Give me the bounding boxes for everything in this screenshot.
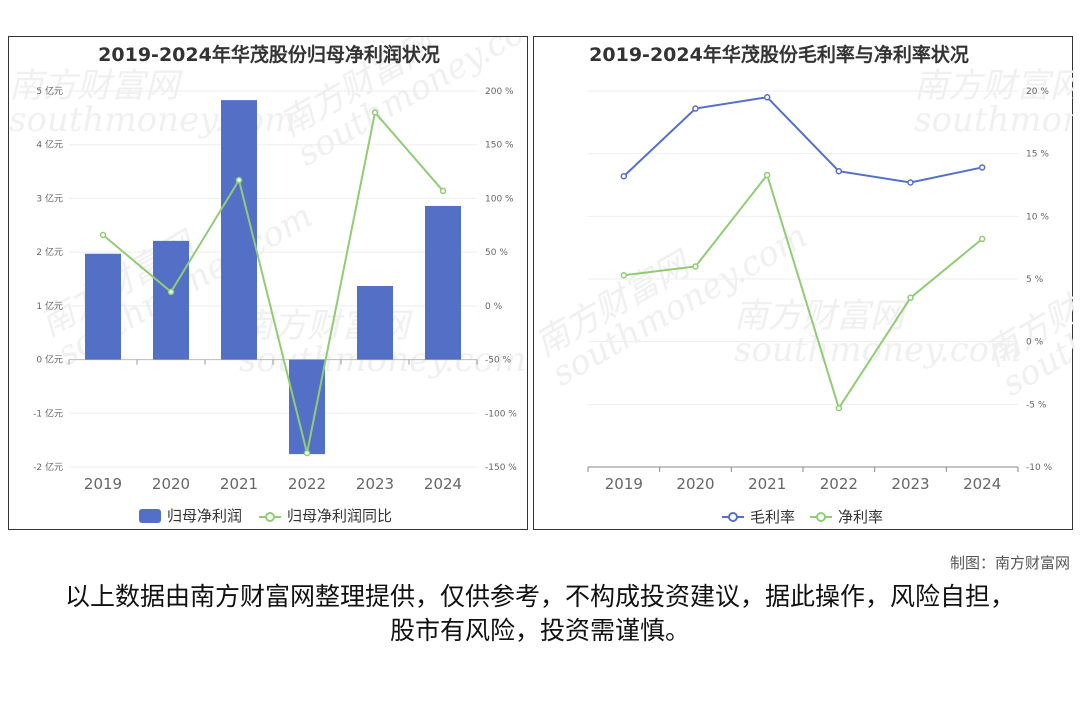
point-0-2019 [620, 172, 628, 180]
legend-label-0[interactable]: 毛利率 [750, 508, 795, 526]
x-tick-label: 2023 [356, 475, 394, 493]
point-0-2021 [763, 94, 771, 101]
point-0-2024 [978, 164, 986, 171]
y-tick-right: -5 % [1026, 400, 1047, 410]
y-tick-left: 1 亿元 [36, 300, 63, 312]
series-line-1 [623, 172, 983, 411]
point-0-2022 [835, 167, 843, 175]
y-tick-left: -1 亿元 [33, 407, 63, 419]
legend-label-1[interactable]: 净利率 [838, 508, 883, 526]
legend-marker-1 [816, 512, 826, 522]
point-1-2023 [907, 294, 914, 302]
disclaimer-text: 以上数据由南方财富网整理提供，仅供参考，不构成投资建议，据此操作，风险自担，股市… [64, 582, 1015, 645]
point-1-2019 [620, 271, 628, 279]
series-line-0 [623, 96, 983, 184]
y-tick-right: 50 % [485, 248, 508, 258]
point-yoy-2022 [303, 449, 311, 457]
y-tick-left: 2 亿元 [36, 246, 63, 258]
watermark-en: southmoney.com [914, 100, 1074, 140]
x-tick-label: 2019 [84, 475, 122, 493]
y-tick-left: 0 亿元 [36, 354, 63, 366]
x-tick-label: 2021 [220, 475, 258, 493]
x-tick-label: 2023 [891, 475, 929, 493]
y-tick-right: -10 % [1026, 463, 1053, 473]
left-chart-panel: 南方财富网southmoney.com南方财富网southmoney.com南方… [8, 36, 529, 530]
y-tick-right: 20 % [1026, 87, 1049, 97]
chart-title: 2019-2024年华茂股份归母净利润状况 [98, 43, 440, 66]
y-tick-left: -2 亿元 [33, 461, 63, 473]
x-tick-label: 2022 [820, 475, 858, 493]
x-tick-label: 2021 [748, 475, 786, 493]
point-yoy-2024 [439, 187, 447, 195]
y-tick-right: -50 % [485, 356, 512, 366]
bar-2019 [85, 253, 121, 360]
point-yoy-2023 [371, 109, 379, 116]
point-yoy-2019 [99, 231, 107, 239]
watermark-cn: 南方财富网 [9, 66, 183, 106]
series-line-yoy [102, 110, 444, 454]
point-0-2023 [907, 179, 914, 186]
point-1-2020 [692, 263, 699, 270]
point-1-2022 [835, 404, 843, 412]
legend-bar-swatch[interactable] [139, 509, 161, 523]
y-tick-right: -150 % [485, 463, 517, 473]
point-yoy-2021 [235, 176, 243, 184]
legend-label-yoy[interactable]: 归母净利润同比 [287, 507, 392, 525]
watermark: 南方财富网southmoney.com南方财富网southmoney.com南方… [534, 66, 1074, 404]
point-1-2021 [763, 171, 771, 179]
watermark-cn: 南方财富网 [914, 66, 1074, 106]
legend-marker-0 [728, 512, 738, 522]
x-tick-label: 2022 [288, 475, 326, 493]
chart-title: 2019-2024年华茂股份毛利率与净利率状况 [589, 43, 969, 66]
chart-credit: 制图：南方财富网 [949, 554, 1070, 572]
legend-label-profit[interactable]: 归母净利润 [167, 507, 242, 525]
bar-2022 [289, 359, 325, 455]
x-tick-label: 2024 [424, 475, 462, 493]
bar-2020 [153, 240, 189, 360]
y-tick-right: 0 % [1026, 338, 1044, 348]
x-tick-label: 2024 [963, 475, 1001, 493]
y-tick-right: -100 % [485, 409, 517, 419]
point-1-2024 [978, 235, 986, 243]
x-tick-label: 2019 [605, 475, 643, 493]
bar-2024 [425, 205, 461, 360]
y-tick-left: 3 亿元 [36, 192, 63, 204]
point-0-2020 [692, 105, 699, 112]
y-tick-right: 150 % [485, 141, 514, 151]
y-tick-right: 5 % [1026, 275, 1044, 285]
point-yoy-2020 [167, 288, 175, 296]
bar-2023 [357, 285, 393, 360]
watermark-cn: 南方财富网 [734, 296, 908, 336]
profit-chart: 南方财富网southmoney.com南方财富网southmoney.com南方… [9, 37, 529, 525]
y-tick-left: 5 亿元 [36, 85, 63, 97]
margin-chart: 南方财富网southmoney.com南方财富网southmoney.com南方… [534, 43, 1074, 526]
y-tick-left: 4 亿元 [36, 139, 63, 151]
y-tick-right: 10 % [1026, 212, 1049, 222]
y-tick-right: 15 % [1026, 150, 1049, 160]
y-tick-right: 100 % [485, 194, 514, 204]
legend-line-marker [265, 512, 275, 522]
right-chart-panel: 南方财富网southmoney.com南方财富网southmoney.com南方… [533, 36, 1074, 530]
y-tick-right: 200 % [485, 87, 514, 97]
x-tick-label: 2020 [676, 475, 714, 493]
x-tick-label: 2020 [152, 475, 190, 493]
y-tick-right: 0 % [485, 302, 503, 312]
